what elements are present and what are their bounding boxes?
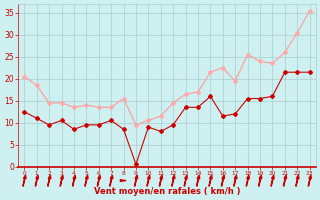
- X-axis label: Vent moyen/en rafales ( km/h ): Vent moyen/en rafales ( km/h ): [94, 187, 240, 196]
